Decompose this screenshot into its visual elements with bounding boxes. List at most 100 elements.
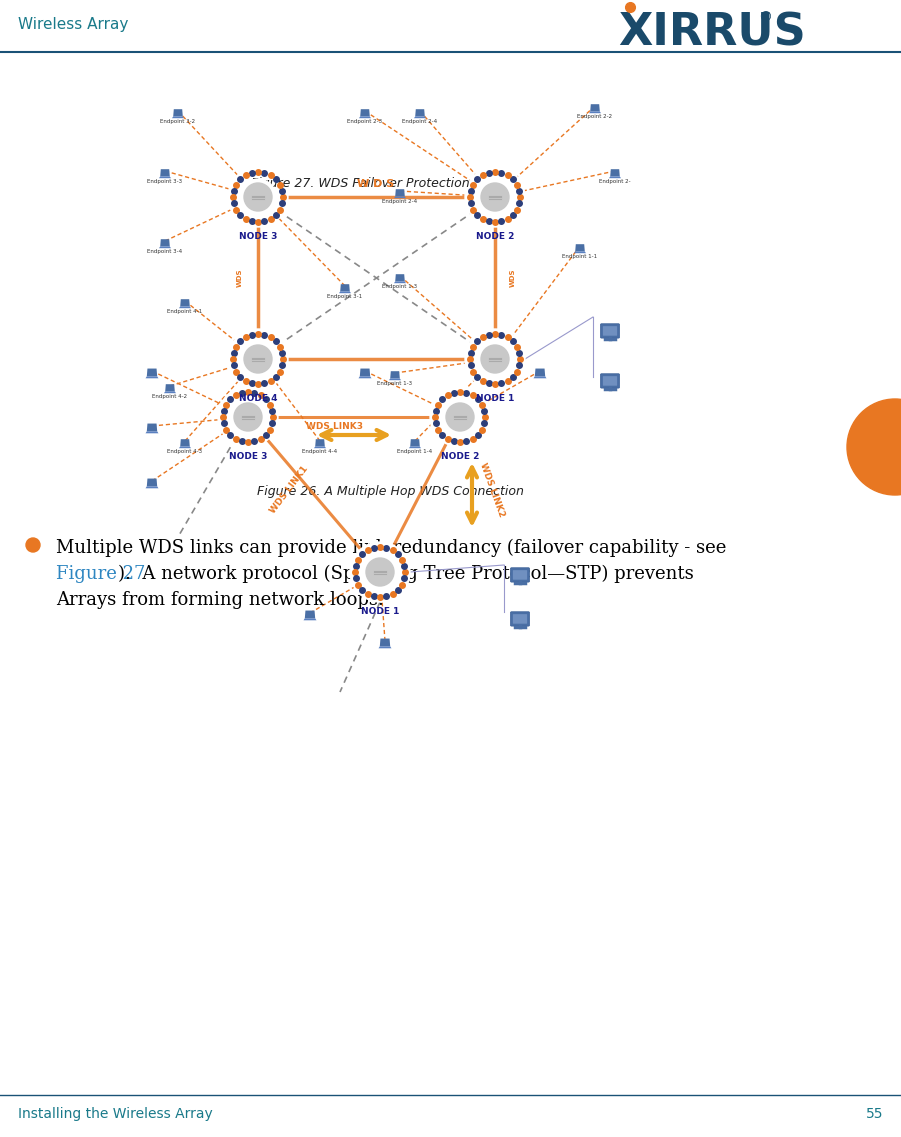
- Polygon shape: [147, 479, 157, 487]
- Polygon shape: [610, 169, 620, 176]
- Polygon shape: [315, 439, 324, 447]
- Polygon shape: [159, 247, 171, 248]
- Text: Wireless Array: Wireless Array: [18, 17, 128, 32]
- Circle shape: [366, 558, 394, 586]
- Polygon shape: [535, 368, 545, 376]
- Text: NODE 2: NODE 2: [441, 453, 479, 460]
- Text: Endpoint 3-3: Endpoint 3-3: [148, 179, 183, 184]
- Polygon shape: [396, 274, 405, 281]
- Text: Endpoint 1-3: Endpoint 1-3: [382, 284, 417, 289]
- Circle shape: [477, 341, 513, 377]
- Circle shape: [442, 399, 478, 435]
- Polygon shape: [359, 368, 370, 376]
- Text: Endpoint 4-2: Endpoint 4-2: [152, 393, 187, 399]
- Polygon shape: [164, 391, 176, 393]
- Text: NODE 3: NODE 3: [239, 232, 278, 241]
- Polygon shape: [389, 379, 401, 380]
- Polygon shape: [160, 169, 169, 176]
- Polygon shape: [409, 447, 421, 448]
- Text: NODE 2: NODE 2: [476, 232, 514, 241]
- Text: NODE 3: NODE 3: [229, 453, 268, 460]
- Circle shape: [350, 542, 410, 601]
- Circle shape: [234, 402, 262, 431]
- FancyBboxPatch shape: [603, 326, 617, 335]
- Polygon shape: [390, 371, 400, 379]
- Polygon shape: [394, 281, 406, 283]
- Polygon shape: [173, 109, 183, 116]
- Text: Endpoint 1-3: Endpoint 1-3: [378, 381, 413, 385]
- Text: Endpoint 1-1: Endpoint 1-1: [562, 254, 597, 259]
- Circle shape: [240, 179, 276, 215]
- Text: ).  A network protocol (Spanning Tree Protocol—STP) prevents: ). A network protocol (Spanning Tree Pro…: [118, 565, 694, 583]
- Polygon shape: [609, 176, 621, 179]
- Circle shape: [244, 345, 272, 373]
- FancyBboxPatch shape: [511, 612, 530, 626]
- Text: Figure 27: Figure 27: [56, 565, 145, 583]
- Polygon shape: [410, 439, 420, 447]
- Polygon shape: [305, 611, 315, 619]
- Polygon shape: [341, 284, 350, 291]
- Polygon shape: [179, 306, 191, 308]
- Circle shape: [465, 329, 525, 389]
- Circle shape: [240, 341, 276, 377]
- Polygon shape: [314, 447, 326, 448]
- Polygon shape: [590, 105, 600, 111]
- Polygon shape: [172, 116, 184, 118]
- Polygon shape: [575, 244, 585, 251]
- Circle shape: [362, 554, 398, 590]
- Circle shape: [481, 345, 509, 373]
- Text: Arrays from forming network loops.: Arrays from forming network loops.: [56, 591, 384, 609]
- Polygon shape: [415, 109, 424, 116]
- Text: ®: ®: [758, 11, 772, 25]
- FancyBboxPatch shape: [511, 567, 530, 582]
- Circle shape: [430, 387, 490, 447]
- Circle shape: [244, 183, 272, 211]
- Text: WDS: WDS: [237, 268, 243, 288]
- Circle shape: [477, 179, 513, 215]
- Circle shape: [230, 399, 266, 435]
- Circle shape: [481, 183, 509, 211]
- Polygon shape: [414, 116, 426, 118]
- Polygon shape: [147, 424, 157, 431]
- Text: Endpoint 3-2: Endpoint 3-2: [160, 118, 196, 124]
- Polygon shape: [378, 646, 392, 648]
- Polygon shape: [179, 447, 191, 448]
- Circle shape: [26, 538, 40, 551]
- Polygon shape: [339, 291, 351, 293]
- Text: Endpoint 3-4: Endpoint 3-4: [148, 249, 183, 254]
- Text: WDS: WDS: [510, 268, 516, 288]
- Polygon shape: [160, 239, 169, 247]
- Text: Endpoint 2-: Endpoint 2-: [599, 179, 631, 184]
- Polygon shape: [145, 487, 159, 488]
- Text: WDS LINK3: WDS LINK3: [305, 422, 362, 431]
- Text: Endpoint 2-4: Endpoint 2-4: [403, 118, 438, 124]
- Text: Multiple WDS links can provide link redundancy (failover capability - see: Multiple WDS links can provide link redu…: [56, 539, 726, 557]
- Polygon shape: [165, 384, 175, 391]
- Text: Endpoint 1-4: Endpoint 1-4: [397, 449, 432, 454]
- Polygon shape: [533, 376, 547, 379]
- Polygon shape: [589, 111, 601, 114]
- Circle shape: [228, 329, 288, 389]
- Text: Endpoint 4-1: Endpoint 4-1: [168, 309, 203, 314]
- Polygon shape: [394, 197, 406, 198]
- Polygon shape: [360, 109, 369, 116]
- Text: Figure 26. A Multiple Hop WDS Connection: Figure 26. A Multiple Hop WDS Connection: [257, 485, 523, 498]
- Polygon shape: [145, 431, 159, 433]
- Polygon shape: [396, 189, 405, 197]
- Text: Endpoint 2-2: Endpoint 2-2: [578, 114, 613, 118]
- Text: W D S: W D S: [358, 179, 395, 189]
- FancyBboxPatch shape: [513, 614, 527, 624]
- Polygon shape: [180, 299, 190, 306]
- Text: Endpoint 2-3: Endpoint 2-3: [348, 118, 383, 124]
- FancyBboxPatch shape: [600, 374, 620, 388]
- Text: NODE 4: NODE 4: [239, 395, 278, 402]
- Polygon shape: [304, 619, 316, 621]
- Polygon shape: [145, 376, 159, 379]
- Polygon shape: [380, 639, 390, 646]
- FancyBboxPatch shape: [513, 570, 527, 580]
- Text: Endpoint 4-3: Endpoint 4-3: [168, 449, 203, 454]
- Polygon shape: [359, 376, 371, 379]
- Circle shape: [446, 402, 474, 431]
- Circle shape: [218, 387, 278, 447]
- Polygon shape: [159, 176, 171, 179]
